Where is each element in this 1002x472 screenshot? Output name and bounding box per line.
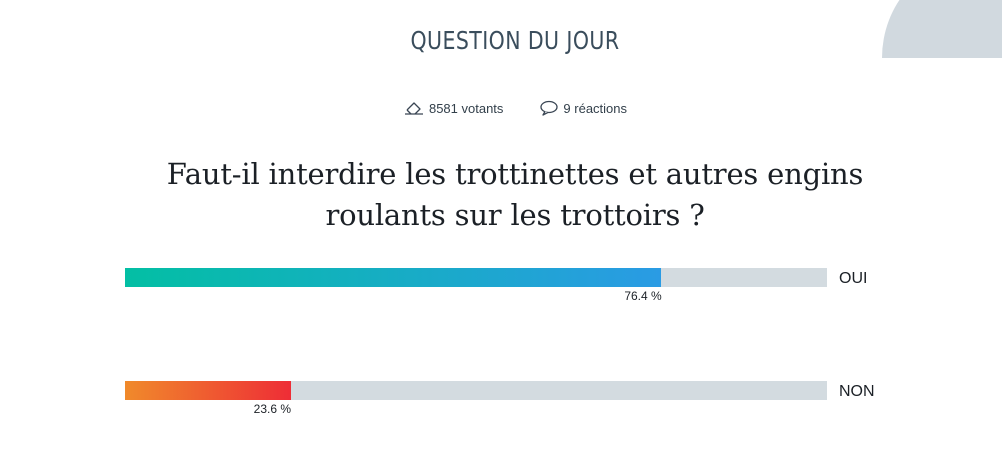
poll-question: Faut-il interdire les trottinettes et au… xyxy=(100,154,930,236)
corner-decoration xyxy=(882,0,1002,58)
option-oui-label[interactable]: OUI xyxy=(839,270,868,287)
question-line-2: roulants sur les trottoirs ? xyxy=(325,198,705,232)
ballot-icon xyxy=(403,100,425,116)
option-oui-bar[interactable] xyxy=(125,268,827,287)
option-non-label[interactable]: NON xyxy=(839,383,875,400)
voters-label: 8581 votants xyxy=(428,100,504,116)
option-non-bar[interactable] xyxy=(125,381,827,400)
poll-title: QUESTION DU JOUR xyxy=(410,26,620,55)
poll-stats: 8581 votants 9 réactions xyxy=(0,100,1002,116)
question-line-1: Faut-il interdire les trottinettes et au… xyxy=(166,157,864,191)
reactions-count[interactable]: 9 réactions xyxy=(539,100,627,116)
speech-bubble-icon xyxy=(539,100,559,116)
voters-count: 8581 votants xyxy=(403,100,503,116)
option-oui-fill xyxy=(125,268,662,287)
reactions-label: 9 réactions xyxy=(563,100,628,116)
option-non-percent: 23.6 % xyxy=(253,402,292,416)
option-non-fill xyxy=(125,381,291,400)
option-oui-percent: 76.4 % xyxy=(624,289,662,303)
